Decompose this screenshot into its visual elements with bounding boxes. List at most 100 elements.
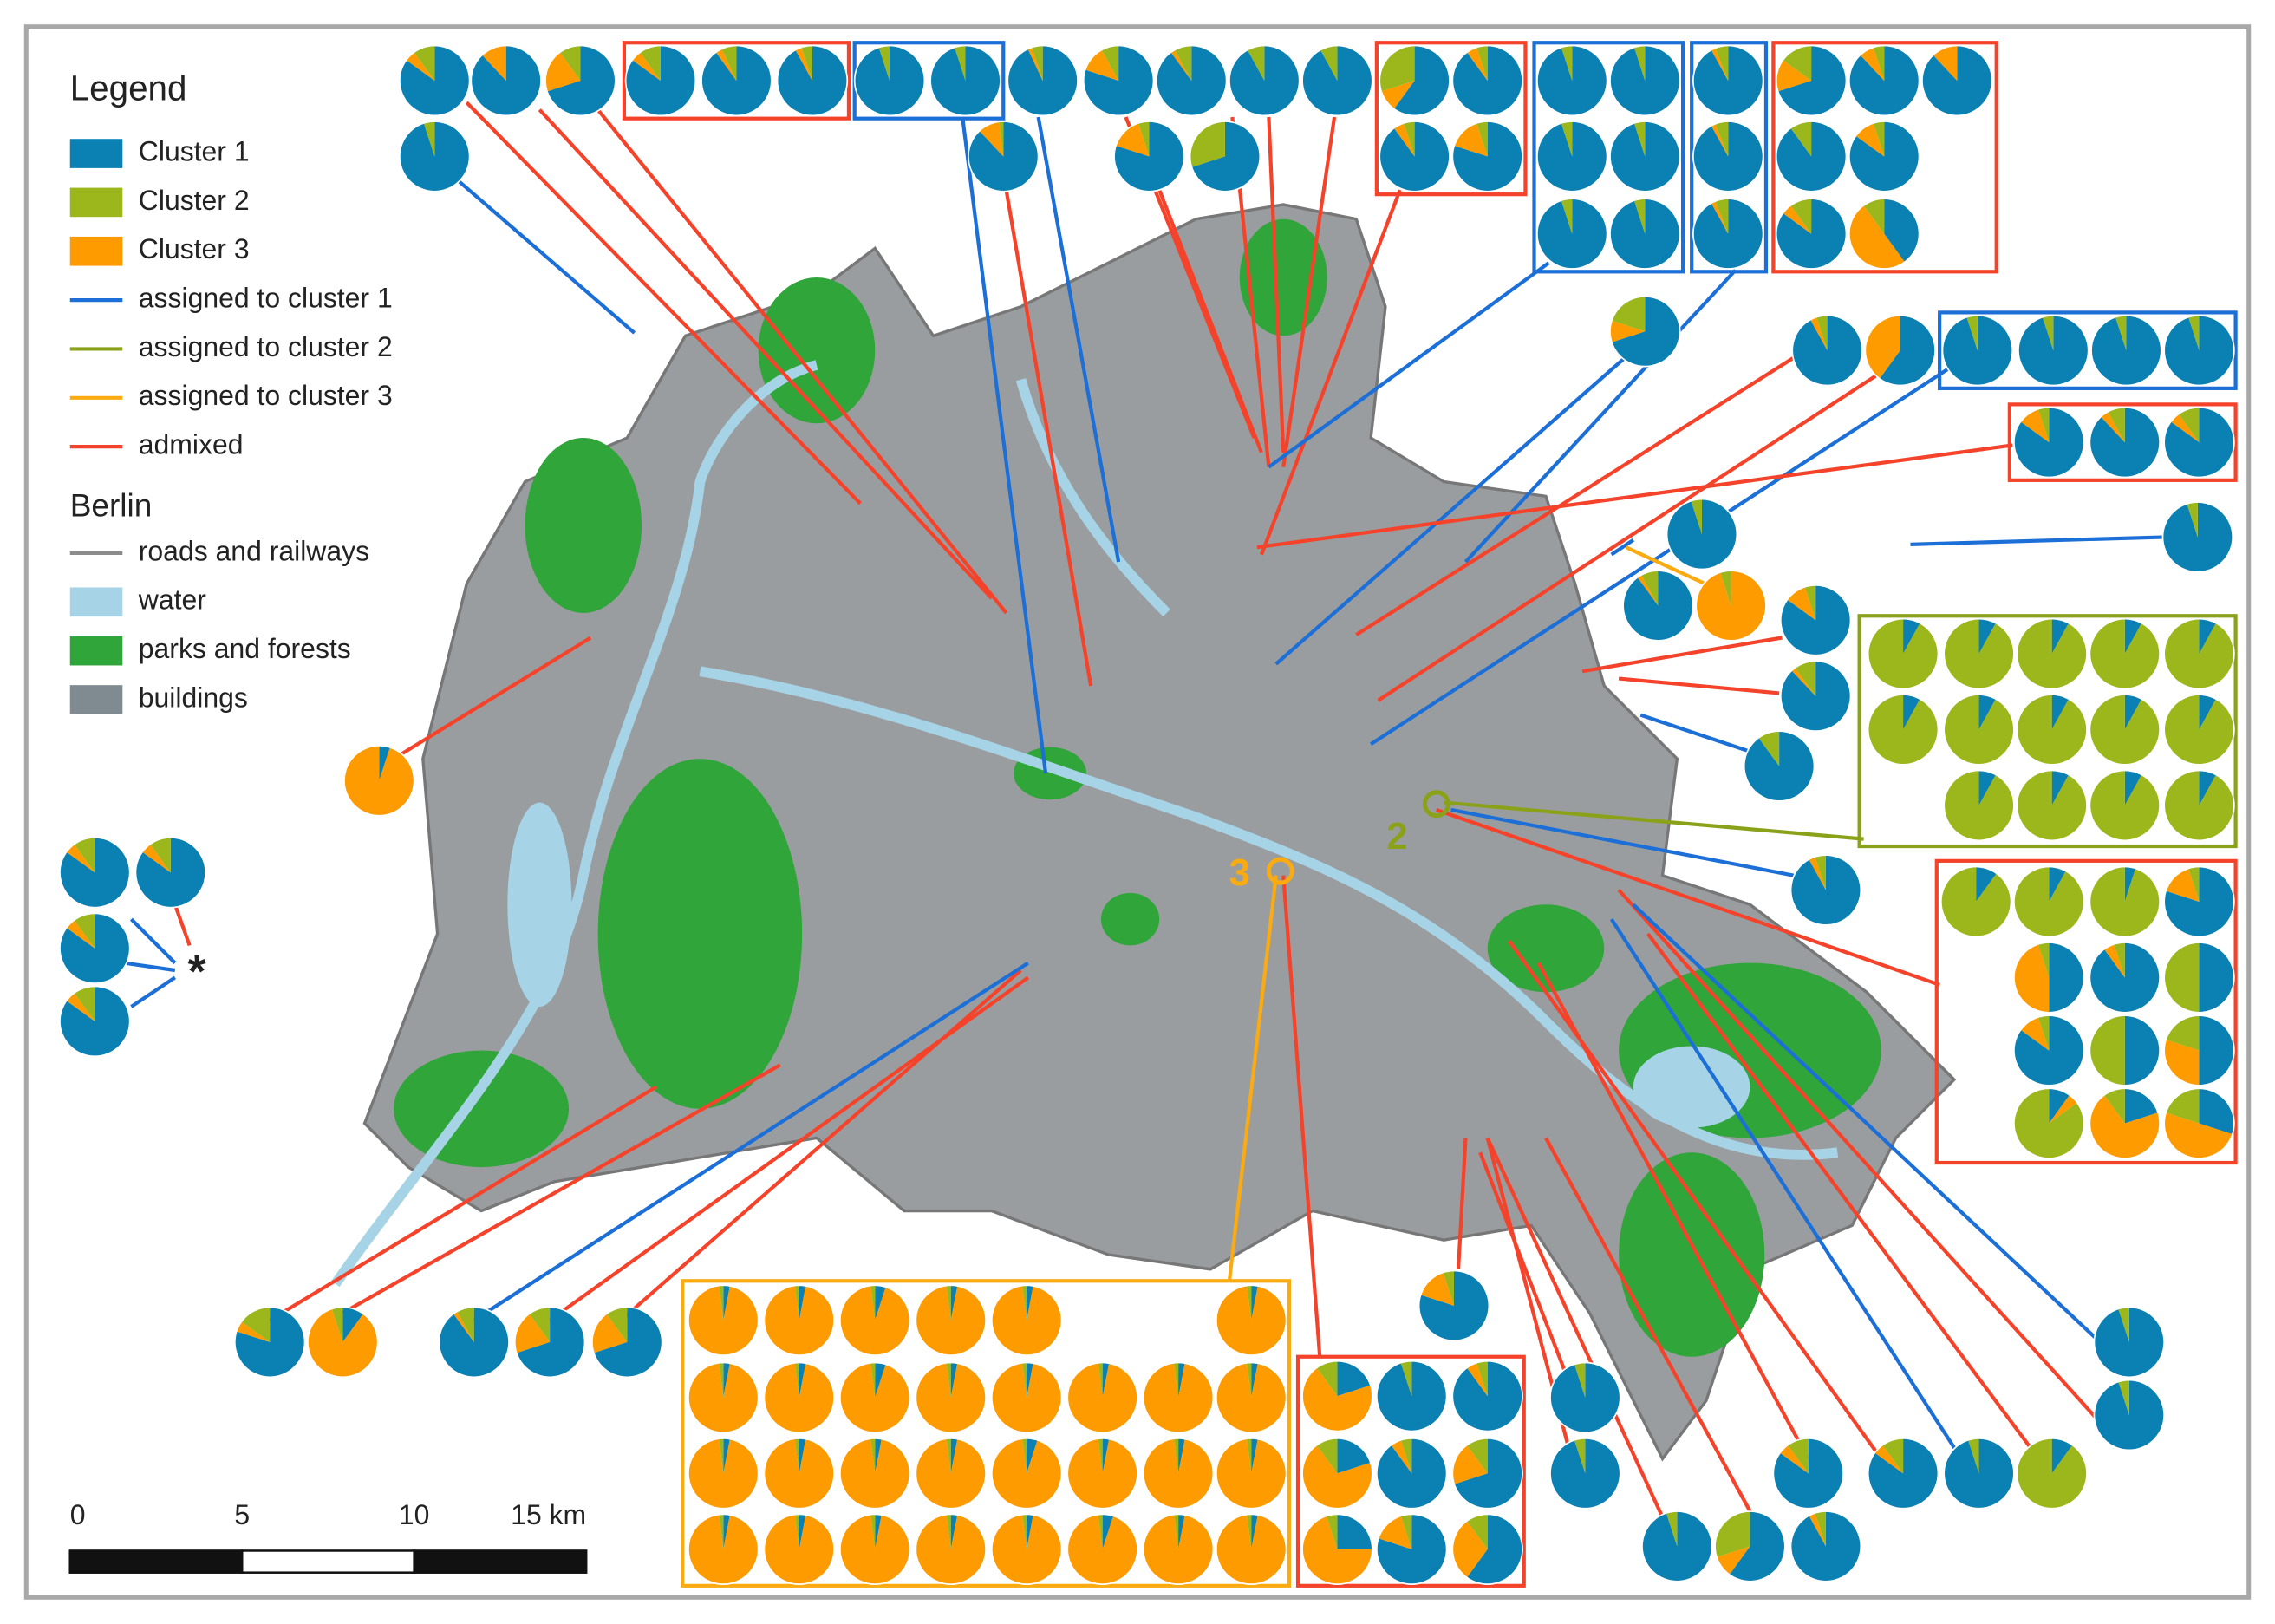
pie-wedge: [1316, 1438, 1338, 1474]
pie-wedge: [1795, 661, 1816, 696]
pie-wedge: [331, 1307, 343, 1342]
pie-outline: [2163, 617, 2235, 690]
pie-outline: [688, 1361, 759, 1434]
legend-swatch: [69, 636, 123, 666]
pie-wedge: [2199, 942, 2234, 1013]
pie-wedge: [794, 1285, 799, 1321]
pie-wedge: [1696, 571, 1766, 641]
pie-wedge: [1466, 1438, 1488, 1474]
pie: [2018, 314, 2089, 387]
pie-wedge: [1783, 45, 1812, 81]
connector: [1646, 932, 2041, 1460]
pie-wedge: [1247, 1285, 1252, 1321]
pie: [624, 44, 697, 117]
pie-outline: [2163, 406, 2235, 479]
pie-wedge: [545, 52, 581, 92]
pie-wedge: [2089, 866, 2161, 937]
pie-wedge: [1381, 80, 1415, 109]
pie: [2163, 942, 2235, 1014]
pie: [591, 1306, 663, 1379]
pie-wedge: [799, 1514, 806, 1549]
pie: [688, 1284, 759, 1356]
pie-outline: [2089, 769, 2161, 842]
pie-outline: [1451, 121, 1523, 192]
pie: [929, 44, 1001, 117]
pie-wedge: [471, 45, 542, 116]
pie-wedge: [794, 1514, 799, 1549]
pie-wedge: [2089, 618, 2161, 689]
pie-wedge: [2199, 695, 2216, 730]
pie: [1066, 1361, 1138, 1434]
connector: [1281, 116, 1337, 467]
pie-wedge: [1400, 1514, 1412, 1549]
pie: [1451, 1360, 1523, 1432]
pie-outline: [763, 1284, 835, 1356]
pie: [233, 1306, 306, 1379]
pie-outline: [1772, 1438, 1844, 1510]
pie-wedge: [2049, 1088, 2070, 1124]
pie: [1376, 1513, 1448, 1585]
legend-label: water: [138, 584, 206, 616]
pie-outline: [839, 1284, 911, 1356]
pie-wedge: [1379, 121, 1450, 192]
lake: [507, 802, 572, 1008]
connector: [1581, 636, 1783, 674]
pie-wedge: [2049, 1094, 2077, 1124]
pie-wedge: [1337, 1514, 1372, 1549]
pie-wedge: [1633, 199, 1646, 234]
pie-outline: [59, 985, 131, 1058]
pie-wedge: [1251, 1514, 1258, 1549]
pie-outline: [1779, 584, 1852, 656]
pie-wedge: [1776, 60, 1812, 92]
pie-outline: [343, 745, 415, 817]
pie-wedge: [1692, 45, 1763, 116]
pie-outline: [701, 44, 772, 117]
pie-wedge: [799, 1285, 806, 1321]
pie: [1714, 1510, 1786, 1582]
pie-outline: [2163, 1087, 2235, 1159]
pie-wedge: [1641, 1511, 1712, 1582]
pie-wedge: [1393, 45, 1450, 116]
pie-outline: [59, 912, 131, 984]
pie-outline: [2163, 1014, 2235, 1086]
pie-outline: [915, 1438, 987, 1510]
connector: [1268, 261, 1550, 469]
pie: [2013, 1014, 2085, 1086]
pie-wedge: [719, 1362, 724, 1398]
pie-wedge: [2051, 770, 2070, 805]
group-box: [1690, 41, 1769, 274]
pie-wedge: [854, 45, 925, 116]
pie-wedge: [2089, 1094, 2161, 1158]
connector: [465, 101, 862, 505]
pie-wedge: [1873, 121, 1885, 157]
pie-wedge: [1443, 1270, 1455, 1306]
pie-wedge: [593, 1307, 662, 1378]
connector: [1485, 1137, 1665, 1518]
pie-outline: [1779, 660, 1852, 732]
pie: [2016, 769, 2088, 842]
pie-wedge: [516, 1307, 585, 1378]
forest: [597, 759, 803, 1109]
pie: [1848, 44, 1920, 117]
pie-outline: [1609, 44, 1681, 117]
pie: [990, 1361, 1063, 1434]
pie-wedge: [1944, 618, 2014, 689]
pie-wedge: [482, 45, 506, 81]
site-label: 2: [1386, 815, 1407, 858]
pie-wedge: [1452, 45, 1523, 116]
pie-wedge: [916, 1285, 987, 1356]
pie-outline: [1775, 121, 1848, 192]
group-box: [681, 1279, 1292, 1588]
pie-wedge: [1884, 199, 1920, 263]
pie-wedge: [1022, 1362, 1027, 1398]
pie-wedge: [1633, 121, 1646, 157]
pie-outline: [1215, 1284, 1287, 1356]
pie-wedge: [1143, 1514, 1214, 1585]
pie: [1301, 1438, 1373, 1510]
pie-wedge: [1574, 1362, 1586, 1398]
connector: [1639, 713, 1751, 753]
pie-wedge: [423, 121, 435, 157]
scale-label: 15 km: [511, 1499, 586, 1530]
pie-wedge: [1882, 1438, 1904, 1474]
pie-wedge: [2051, 1438, 2073, 1474]
